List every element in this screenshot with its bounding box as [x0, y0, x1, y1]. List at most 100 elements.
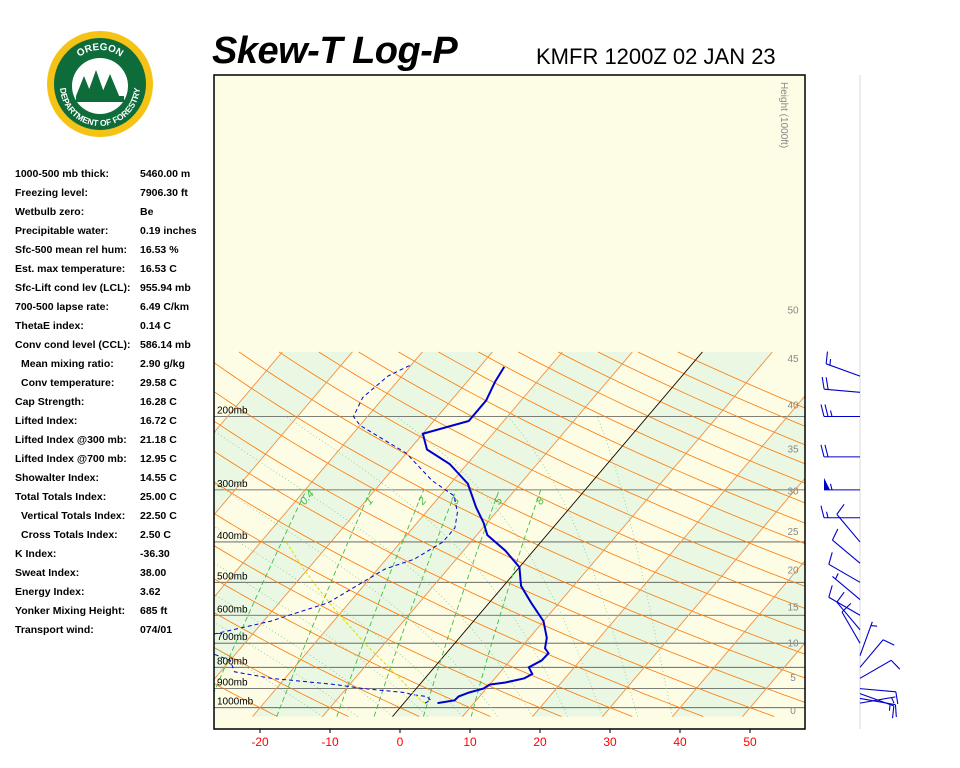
isotherm-line	[602, 477, 805, 717]
dry-adiabat	[214, 481, 704, 717]
isotherm-line	[742, 642, 805, 717]
wind-barb-half	[829, 483, 833, 491]
moist-adiabat	[214, 562, 428, 717]
wind-barb-full	[820, 404, 825, 417]
wind-barb-full	[828, 585, 833, 598]
dry-adiabat	[214, 391, 805, 679]
wind-barb-full	[820, 505, 825, 518]
index-label: Freezing level:	[15, 187, 88, 199]
wind-barb-full	[821, 376, 825, 390]
parcel-trace	[285, 541, 426, 704]
height-tick-label: 45	[787, 354, 799, 365]
index-label: 700-500 lapse rate:	[15, 301, 109, 313]
temperature-band	[322, 351, 703, 717]
freezing-isotherm	[392, 351, 703, 717]
index-label: Sfc-Lift cond lev (LCL):	[15, 282, 131, 294]
index-value: 955.94 mb	[140, 282, 191, 294]
wind-barb	[821, 376, 861, 393]
isotherm-line	[214, 351, 283, 434]
mixing-ratio-line	[336, 489, 425, 717]
wind-barb-staff	[832, 575, 861, 600]
x-tick-label: -20	[251, 735, 269, 749]
index-value: 29.58 C	[140, 377, 177, 389]
wind-barb	[824, 477, 860, 491]
dry-adiabat	[398, 351, 805, 545]
wind-barb-full	[836, 591, 845, 603]
index-value: 16.53 %	[140, 244, 179, 256]
wind-barb	[859, 688, 899, 705]
isotherm-line	[0, 352, 72, 717]
temperature-band	[214, 351, 353, 515]
x-tick-label: 20	[533, 735, 547, 749]
index-label: Cross Totals Index:	[21, 529, 118, 541]
wind-barb	[832, 573, 861, 600]
pressure-label: 600mb	[217, 604, 248, 615]
wind-barb-full	[890, 659, 901, 670]
wind-barb-staff	[828, 596, 861, 616]
isotherm-line	[462, 351, 773, 717]
index-label: 1000-500 mb thick:	[15, 168, 109, 180]
height-tick-label: 15	[787, 603, 799, 614]
index-label: Precipitable water:	[15, 225, 109, 237]
dry-adiabat	[214, 362, 805, 655]
mixing-ratio-line	[422, 489, 500, 717]
index-label: Wetbulb zero:	[15, 206, 85, 218]
temperature-band	[0, 352, 2, 717]
isotherm-line	[214, 351, 423, 598]
index-value: 16.72 C	[140, 415, 177, 427]
height-tick-label: 30	[787, 486, 799, 497]
wind-barb	[859, 693, 895, 719]
index-label: Total Totals Index:	[15, 491, 107, 503]
moist-adiabat	[214, 525, 463, 717]
dry-adiabat	[0, 352, 135, 717]
temperature-trace	[421, 366, 550, 705]
index-label: Conv cond level (CCL):	[15, 339, 131, 351]
dry-adiabat	[214, 545, 562, 717]
moist-adiabat	[396, 416, 603, 717]
dry-adiabat	[438, 351, 805, 524]
index-value: 685 ft	[140, 605, 168, 617]
wind-barb	[825, 351, 861, 377]
wind-barb-full	[894, 704, 897, 718]
pressure-label: 900mb	[217, 678, 248, 689]
dry-adiabat	[318, 351, 805, 587]
logo-top-text: OREGON	[75, 42, 125, 60]
wind-barb-half	[870, 625, 878, 627]
wind-barb	[828, 552, 861, 583]
temperature-band	[462, 351, 805, 717]
x-tick-label: -10	[321, 735, 339, 749]
index-value: 2.50 C	[140, 529, 171, 541]
index-value: 38.00	[140, 567, 167, 579]
wind-barb-staff	[832, 539, 861, 564]
wind-barb	[836, 504, 861, 543]
pressure-label: 200mb	[217, 406, 248, 417]
wind-barb	[831, 528, 861, 564]
temperature-band	[0, 352, 72, 717]
dry-adiabat	[214, 450, 775, 717]
isotherm-line	[672, 559, 805, 717]
dry-adiabat	[214, 683, 278, 717]
index-value: Be	[140, 206, 154, 218]
temperature-band	[0, 352, 212, 717]
dry-adiabat	[238, 351, 805, 632]
index-value: -36.30	[140, 548, 170, 560]
wind-barb-staff	[841, 611, 861, 644]
dry-adiabat	[214, 647, 349, 717]
x-tick-label: 50	[743, 735, 757, 749]
temperature-band	[0, 352, 142, 717]
index-label: Lifted Index:	[15, 415, 78, 427]
wind-barb-staff	[859, 688, 896, 693]
wind-barb-staff	[859, 639, 884, 668]
x-tick-label: 10	[463, 735, 477, 749]
wind-barb-staff	[825, 363, 861, 377]
index-value: 074/01	[140, 624, 173, 636]
index-value: 6.49 C/km	[140, 301, 190, 313]
wind-barb-half	[829, 410, 833, 417]
wind-barb-staff	[824, 388, 861, 393]
index-value: 7906.30 ft	[140, 187, 188, 199]
height-tick-label: 10	[787, 638, 799, 649]
wind-barb-flag	[824, 477, 830, 490]
index-value: 25.00 C	[140, 491, 177, 503]
index-label: Lifted Index @700 mb:	[15, 453, 127, 465]
